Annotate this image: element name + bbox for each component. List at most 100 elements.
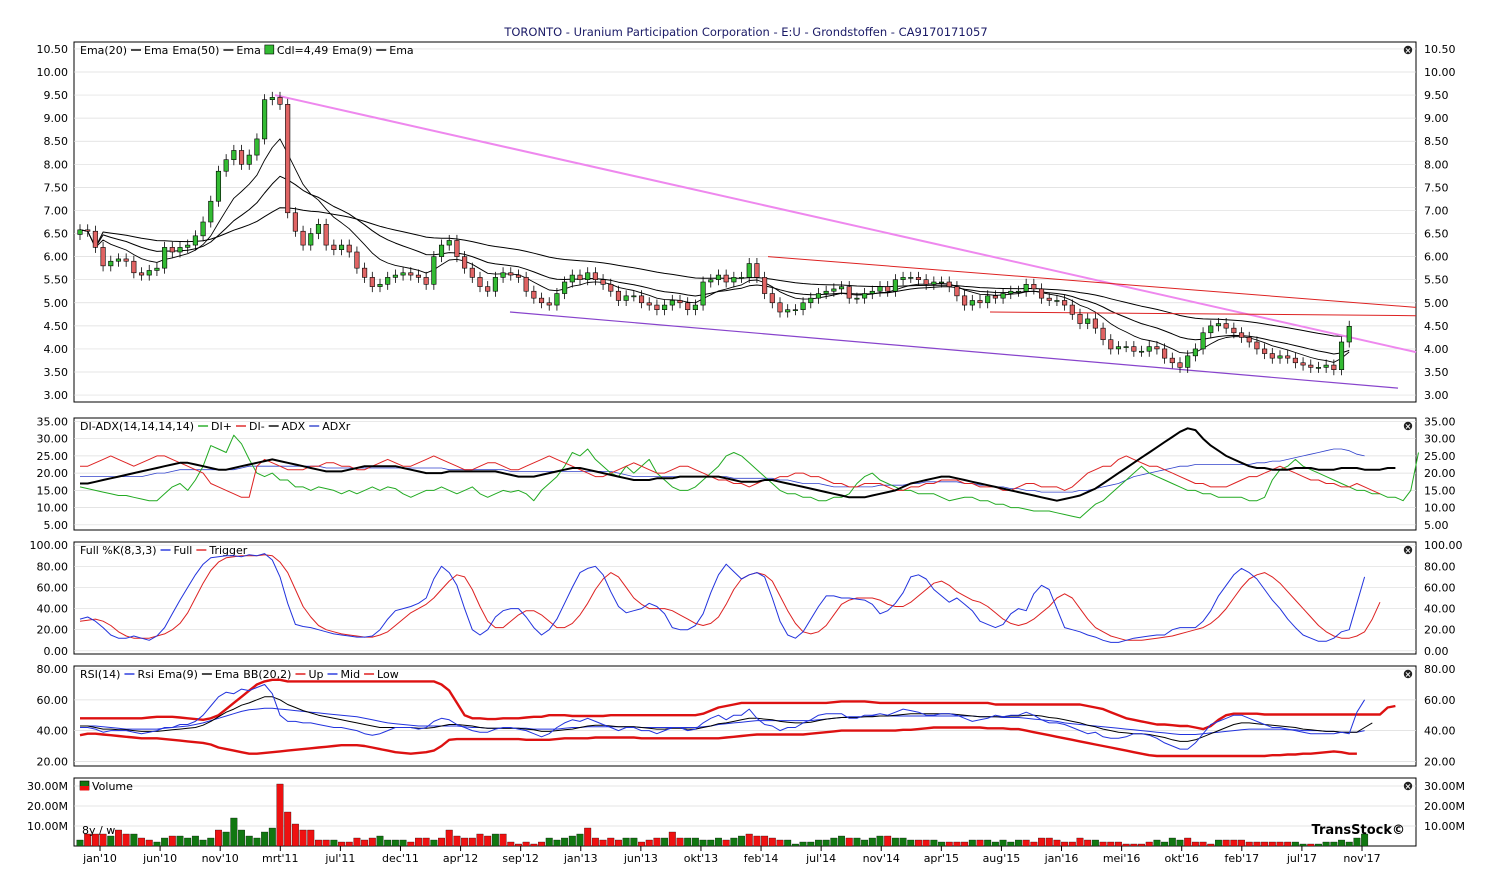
candle-body: [1046, 297, 1052, 301]
y-tick-label-right: 25.00: [1424, 450, 1456, 463]
volume-bar: [930, 839, 938, 847]
candle-body: [1262, 348, 1268, 354]
volume-bar: [168, 835, 176, 847]
candle-body: [585, 272, 591, 280]
candle-body: [846, 286, 852, 299]
volume-bar: [484, 835, 492, 847]
volume-bar: [1191, 841, 1199, 847]
candle-body: [185, 244, 191, 248]
y-tick-label-right: 20.00: [1424, 624, 1456, 637]
x-tick-label: nov'14: [863, 852, 900, 865]
candle-body: [546, 302, 552, 306]
y-tick-label-left: 10.00: [37, 66, 69, 79]
y-tick-label-right: 10.00: [1424, 66, 1456, 79]
volume-bar: [1284, 841, 1292, 847]
volume-bar: [76, 839, 84, 847]
volume-bar: [253, 837, 261, 847]
volume-bar: [553, 839, 561, 847]
volume-bar: [399, 839, 407, 847]
legend-label: Ema(9): [158, 668, 198, 681]
close-icon: [1403, 669, 1413, 679]
candle-body: [115, 258, 122, 262]
volume-bar: [238, 829, 245, 847]
candle-body: [638, 295, 645, 304]
volume-bar: [576, 833, 584, 847]
y-tick-label-right: 10.50: [1424, 43, 1456, 56]
candle-body: [669, 300, 675, 306]
candle-body: [992, 295, 998, 299]
candle-body: [1177, 362, 1183, 368]
pane-3: 0.00 0.00 20.00 20.00 40.00 40.00 60.00 60.00 80…: [30, 539, 1463, 658]
volume-bar: [584, 827, 592, 847]
candle-body: [792, 309, 798, 311]
candle-body: [985, 295, 991, 304]
y-tick-label-right: 60.00: [1424, 581, 1456, 594]
volume-bar: [999, 839, 1007, 847]
y-tick-label-right: 5.00: [1424, 519, 1449, 532]
volume-bar: [299, 829, 307, 847]
candle-body: [723, 274, 729, 283]
volume-bar: [1307, 843, 1315, 847]
candle-body: [438, 244, 445, 257]
candle-body: [554, 293, 560, 306]
legend-label: Ema: [215, 668, 239, 681]
volume-bar: [684, 837, 692, 847]
volume-bar: [1322, 841, 1330, 847]
candle-body: [331, 244, 337, 250]
volume-bar: [415, 837, 422, 847]
y-tick-label-left: 10.00: [37, 502, 69, 515]
volume-bar: [530, 843, 538, 847]
volume-bar: [1176, 839, 1184, 847]
candle-body: [915, 277, 922, 280]
volume-bar: [330, 839, 338, 847]
volume-bar: [507, 841, 515, 847]
di-plus-line: [79, 434, 1419, 519]
volume-bar: [1207, 843, 1215, 847]
candle-body: [508, 272, 514, 276]
candle-body: [362, 267, 368, 278]
candle-body: [346, 244, 352, 253]
legend-label: Low: [377, 668, 399, 681]
legend-label: Ema: [389, 44, 413, 57]
candle-body: [138, 272, 145, 276]
y-tick-label-left: 6.50: [44, 228, 69, 241]
volume-bar: [853, 837, 861, 847]
volume-bar: [915, 839, 922, 847]
volume-bar: [1184, 837, 1192, 847]
volume-bar: [776, 839, 784, 847]
x-tick-label: nov'17: [1343, 852, 1380, 865]
candle-body: [777, 302, 783, 313]
y-tick-label-left: 20.00M: [27, 800, 68, 813]
volume-bar: [1315, 843, 1322, 847]
volume-bar: [1091, 839, 1099, 847]
y-tick-label-right: 6.50: [1424, 228, 1449, 241]
legend-label: DI-ADX(14,14,14,14): [80, 420, 194, 433]
y-tick-label-left: 9.50: [44, 89, 69, 102]
y-tick-label-left: 0.00: [44, 645, 69, 658]
candle-body: [854, 297, 860, 300]
x-tick-label: dec'11: [382, 852, 419, 865]
candle-body: [1300, 362, 1306, 366]
volume-bar: [1361, 833, 1369, 847]
candle-body: [1323, 364, 1329, 368]
candle-body: [1092, 318, 1098, 329]
volume-bar: [668, 831, 676, 847]
volume-bar: [476, 833, 484, 847]
candle-body: [1292, 357, 1298, 364]
y-tick-label-left: 10.50: [37, 43, 69, 56]
volume-bar: [422, 837, 430, 847]
volume-bar: [368, 837, 376, 847]
volume-bar: [284, 811, 292, 847]
candle-body: [646, 302, 652, 306]
volume-bar: [115, 829, 122, 847]
volume-bar: [976, 839, 984, 847]
candle-body: [400, 272, 406, 276]
y-tick-label-left: 20.00: [37, 755, 69, 768]
candle-body: [908, 277, 914, 279]
y-tick-label-right: 30.00: [1424, 433, 1456, 446]
volume-bar: [768, 837, 776, 847]
volume-bar: [1115, 841, 1122, 847]
volume-bar: [791, 843, 799, 847]
volume-bar: [307, 829, 315, 847]
y-tick-label-right: 5.50: [1424, 274, 1449, 287]
